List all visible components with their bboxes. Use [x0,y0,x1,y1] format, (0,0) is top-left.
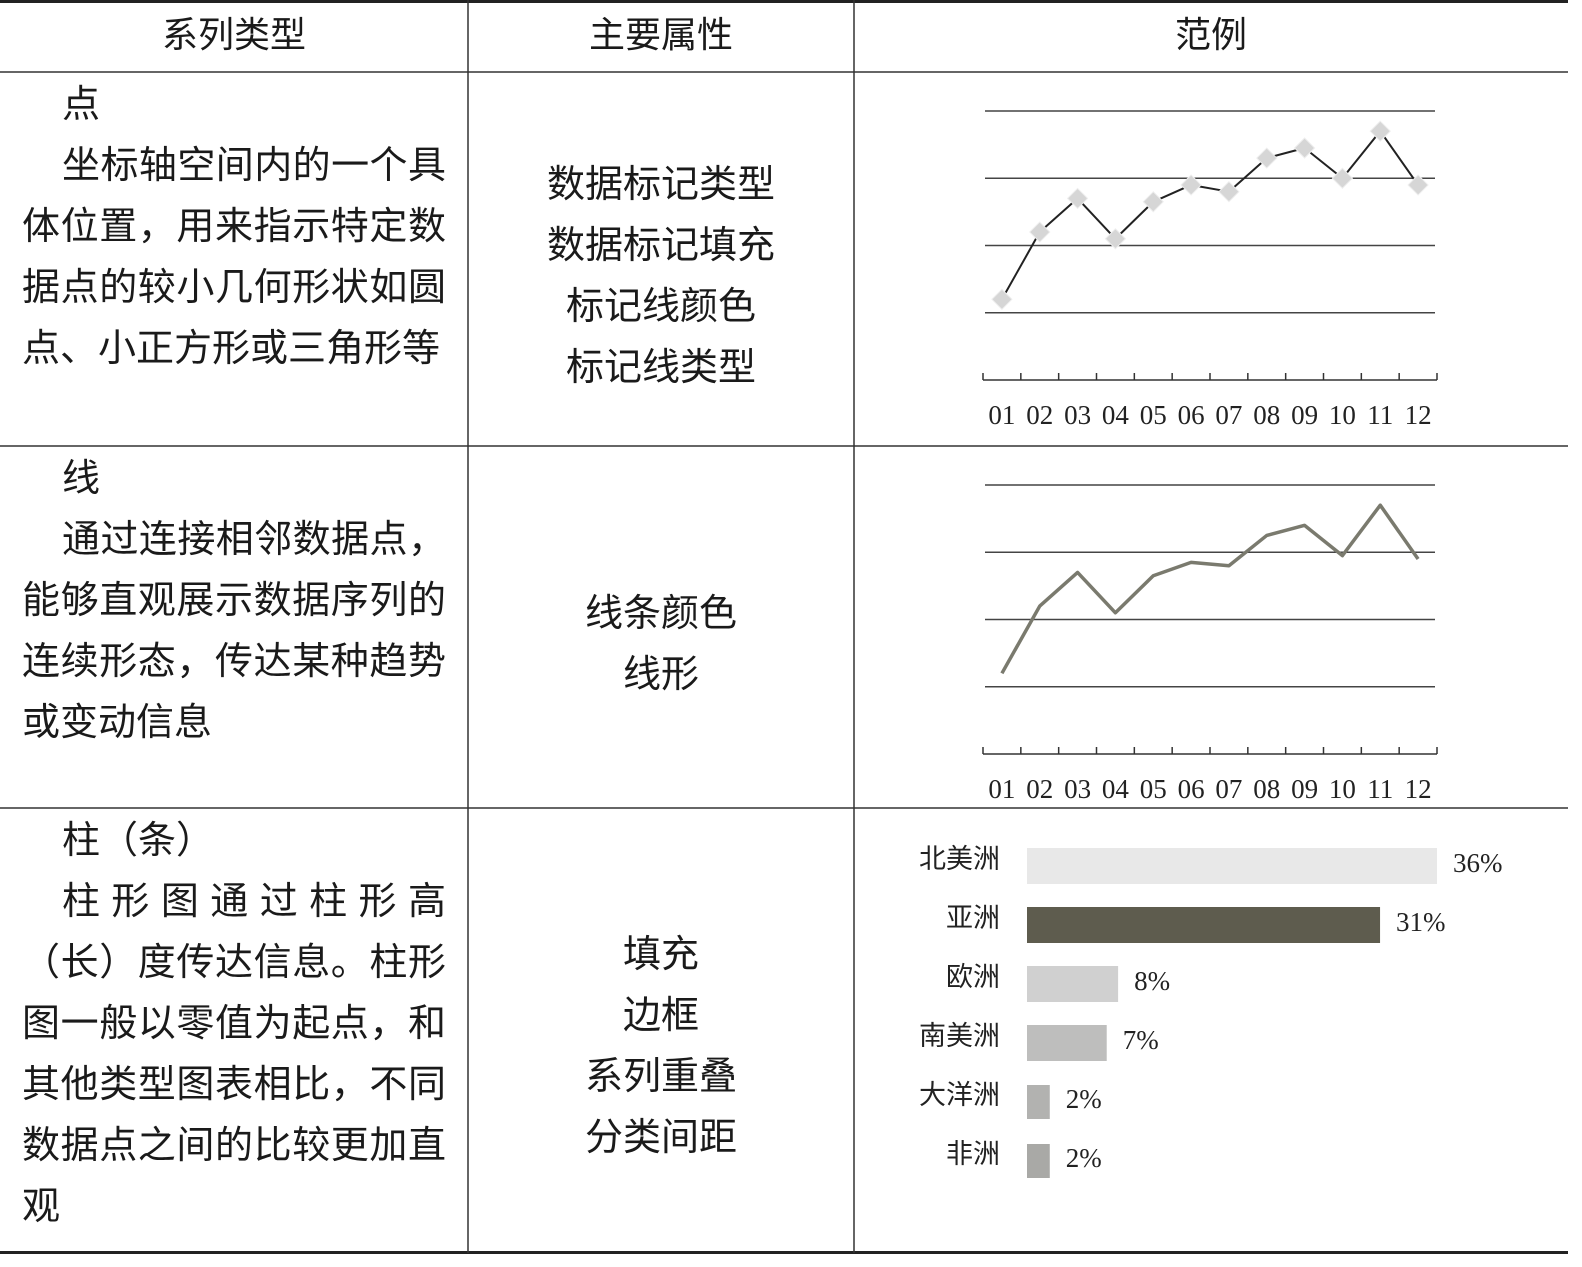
category-label: 非洲 [946,1139,1000,1169]
marker [1180,174,1202,196]
marker [1066,187,1089,210]
value-label: 8% [1134,966,1170,996]
x-tick-label: 02 [1026,774,1053,804]
x-tick-label: 06 [1178,774,1205,804]
property: 边框 [622,995,699,1037]
x-tick-label: 11 [1367,400,1393,430]
marker [1218,180,1240,203]
series-type: 柱（条） [62,820,215,862]
marker [1256,147,1278,169]
header-cell: 范例 [1174,15,1247,56]
property: 填充 [622,934,699,976]
header-cell: 主要属性 [588,15,733,56]
bar [1027,907,1381,943]
top-rule [0,0,1568,3]
bar [1027,1144,1050,1178]
properties: 线条颜色 线形 [468,481,854,808]
marker [1369,120,1391,142]
properties: 数据标记类型 数据标记填充 标记线颜色标记线类型 [468,107,854,446]
x-tick-label: 03 [1064,774,1091,804]
x-tick-label: 09 [1291,774,1318,804]
x-tick-label: 08 [1253,774,1280,804]
x-tick-label: 07 [1215,774,1242,804]
category-label: 大洋洲 [919,1080,1000,1110]
bottom-rule [0,1251,1568,1254]
category-label: 欧洲 [946,962,1000,992]
x-tick-label: 10 [1329,774,1356,804]
category-label: 亚洲 [946,903,1000,933]
property: 系列重叠 [584,1056,737,1098]
series-line [1000,503,1420,675]
x-tick-label: 12 [1405,774,1432,804]
x-tick-label: 04 [1102,774,1130,804]
property: 数据标记填充 [546,224,775,267]
x-tick-label: 05 [1140,400,1167,430]
bar [1027,966,1119,1002]
marker [1331,167,1354,189]
property: 线形 [622,653,699,696]
value-label: 2% [1066,1084,1102,1114]
marker [991,288,1013,311]
x-tick-label: 06 [1178,400,1205,430]
marker [1293,137,1316,159]
x-tick-label: 05 [1140,774,1167,804]
description: 通过连接相邻数据点，能够直观展示数据序列的连续形态，传达某种趋势或变动信息 [22,519,446,744]
description: 坐标轴空间内的一个具体位置，用来指示特定数据点的较小几何形状如圆点、小正方形或三… [22,145,446,370]
series-type: 线 [62,458,101,500]
property: 标记线类型 [565,346,756,389]
series-line [1001,130,1419,300]
x-tick-label: 09 [1291,400,1318,430]
description: 柱形图通过柱形高（长）度传达信息。柱形图一般以零值为起点，和其他类型图表相比，不… [22,881,446,1228]
bar [1027,848,1437,884]
x-tick-label: 08 [1253,400,1280,430]
marker [1029,221,1051,243]
x-tick-label: 04 [1102,400,1130,430]
bar [1027,1025,1107,1061]
x-tick-label: 10 [1329,400,1356,430]
property: 数据标记类型 [546,163,775,206]
marker [1104,228,1127,250]
series-type: 点 [62,84,101,126]
property: 分类间距 [584,1117,737,1159]
x-tick-label: 11 [1367,774,1393,804]
x-tick-label: 02 [1026,400,1053,430]
value-label: 31% [1396,907,1446,937]
marker [1407,174,1429,196]
value-label: 2% [1066,1143,1102,1173]
marker [1142,191,1164,213]
category-label: 南美洲 [919,1021,1000,1051]
x-tick-label: 01 [988,774,1015,804]
x-tick-label: 01 [988,400,1015,430]
x-tick-label: 12 [1405,400,1432,430]
value-label: 7% [1123,1025,1159,1055]
x-tick-label: 07 [1215,400,1242,430]
category-label: 北美洲 [919,844,1000,874]
bar [1027,1085,1050,1119]
properties: 填充边框系列重叠分类间距 [468,843,854,1251]
value-label: 36% [1453,848,1503,878]
header-cell: 系列类型 [161,15,306,56]
property: 线条颜色 [584,592,737,635]
x-tick-label: 03 [1064,400,1091,430]
property: 标记线颜色 [565,285,756,328]
